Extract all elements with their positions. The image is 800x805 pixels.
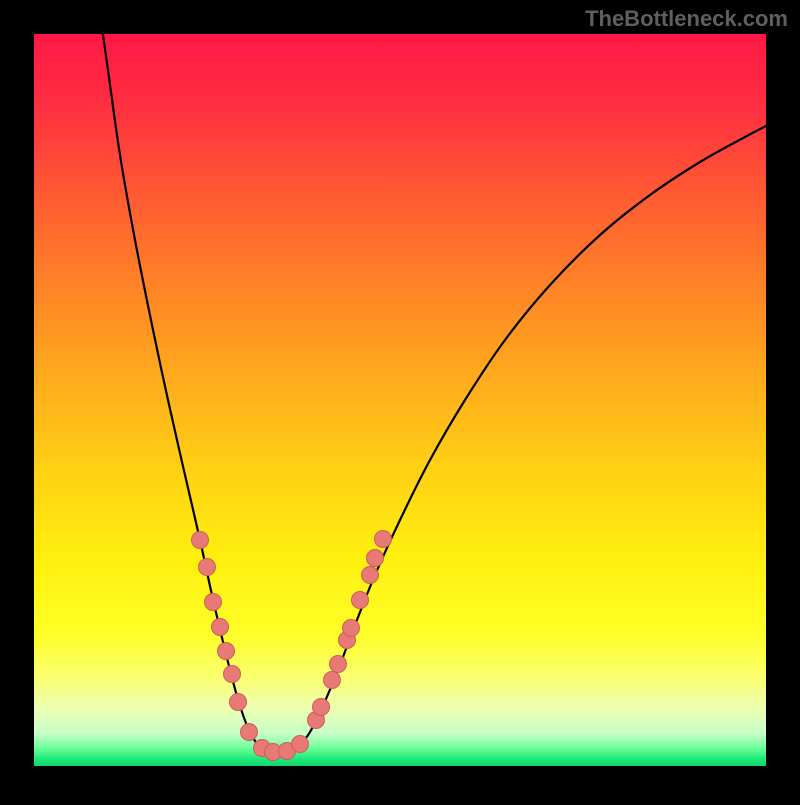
data-point xyxy=(313,699,330,716)
data-point xyxy=(330,656,347,673)
gradient-background xyxy=(34,34,766,766)
data-point xyxy=(192,532,209,549)
data-point xyxy=(367,550,384,567)
data-point xyxy=(352,592,369,609)
data-point xyxy=(375,531,392,548)
data-point xyxy=(218,643,235,660)
data-point xyxy=(241,724,258,741)
data-point xyxy=(324,672,341,689)
data-point xyxy=(343,620,360,637)
data-point xyxy=(212,619,229,636)
data-point xyxy=(362,567,379,584)
data-point xyxy=(205,594,222,611)
data-point xyxy=(224,666,241,683)
watermark-text: TheBottleneck.com xyxy=(585,6,788,32)
data-point xyxy=(199,559,216,576)
bottleneck-chart xyxy=(0,0,800,800)
data-point xyxy=(230,694,247,711)
data-point xyxy=(292,736,309,753)
